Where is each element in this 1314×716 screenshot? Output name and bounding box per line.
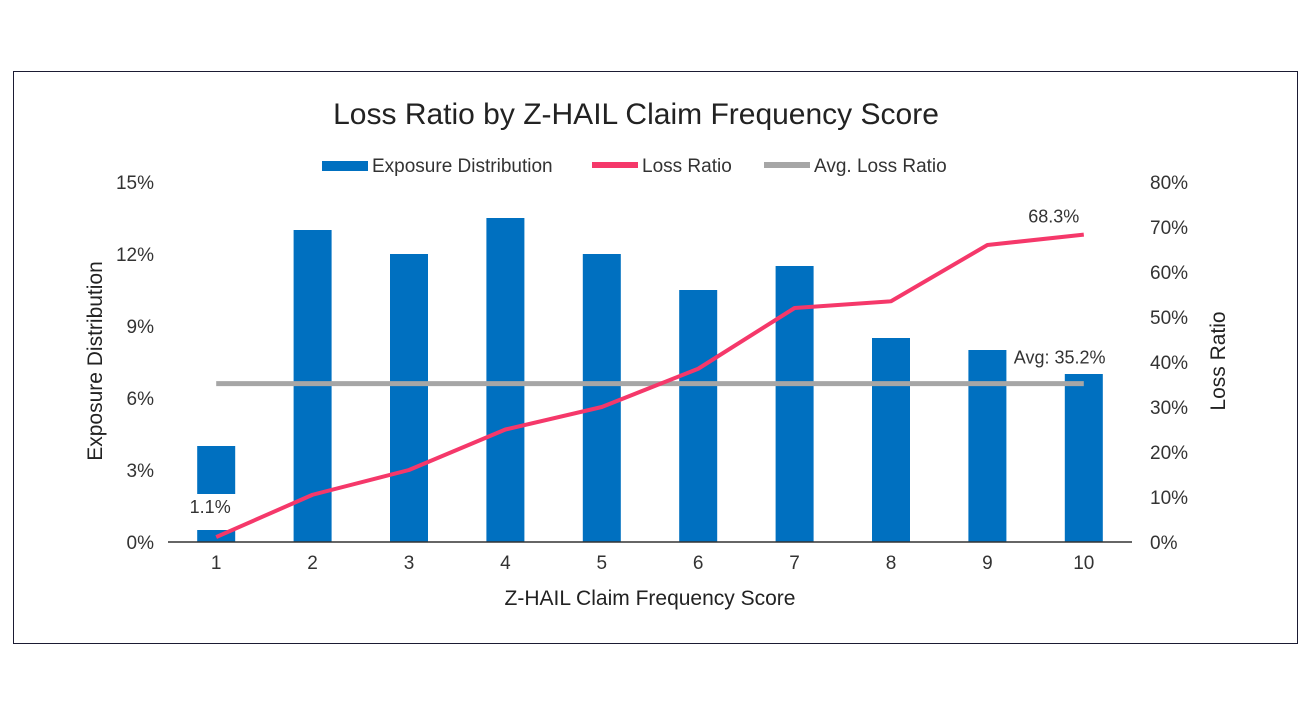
y2-tick-label: 0% bbox=[1150, 533, 1178, 554]
exposure-marker-box bbox=[197, 446, 236, 494]
legend-swatch-avg-loss-ratio bbox=[764, 162, 810, 168]
legend-label-exposure: Exposure Distribution bbox=[372, 156, 553, 177]
y-axis-label: Exposure Distribution bbox=[84, 261, 107, 461]
x-tick-label: 3 bbox=[404, 553, 415, 574]
bar bbox=[486, 218, 525, 542]
bar bbox=[775, 266, 814, 542]
legend-label-loss-ratio: Loss Ratio bbox=[642, 156, 732, 177]
y-tick-label: 9% bbox=[127, 317, 155, 338]
bar bbox=[390, 254, 428, 542]
legend-label-avg-loss-ratio: Avg. Loss Ratio bbox=[814, 156, 947, 177]
y2-tick-label: 50% bbox=[1150, 308, 1188, 329]
plot-area: 0% 3% 6% 9% 12% 15% 0% 10% 20% 30% 40% 50% 60% 70% 80%… bbox=[116, 173, 1188, 574]
loss-ratio-line bbox=[215, 232, 1085, 539]
x-tick-label: 9 bbox=[982, 553, 993, 574]
y-tick-label: 0% bbox=[127, 533, 155, 554]
x-tick-label: 2 bbox=[307, 553, 318, 574]
legend: Exposure Distribution Loss Ratio Avg. Lo… bbox=[322, 156, 947, 177]
bar bbox=[968, 350, 1007, 542]
avg-loss-ratio-label: Avg: 35.2% bbox=[1014, 348, 1106, 368]
x-axis-label: Z-HAIL Claim Frequency Score bbox=[505, 587, 796, 610]
y2-tick-label: 70% bbox=[1150, 218, 1188, 239]
y2-axis-label: Loss Ratio bbox=[1207, 311, 1230, 410]
chart-title: Loss Ratio by Z-HAIL Claim Frequency Sco… bbox=[333, 98, 939, 131]
y2-tick-label: 40% bbox=[1150, 353, 1188, 374]
y2-tick-label: 60% bbox=[1150, 263, 1188, 284]
legend-swatch-loss-ratio bbox=[592, 162, 638, 168]
x-tick-label: 10 bbox=[1073, 553, 1094, 574]
chart-frame bbox=[13, 71, 1298, 644]
x-tick-label: 5 bbox=[597, 553, 608, 574]
bar bbox=[872, 338, 910, 542]
bar bbox=[582, 254, 621, 542]
y-tick-label: 12% bbox=[116, 245, 154, 266]
legend-swatch-exposure bbox=[322, 161, 368, 171]
last-loss-ratio-label: 68.3% bbox=[1028, 207, 1079, 227]
bar bbox=[679, 290, 718, 542]
y-tick-label: 3% bbox=[127, 461, 155, 482]
y2-tick-label: 80% bbox=[1150, 173, 1188, 194]
x-tick-label: 4 bbox=[500, 553, 511, 574]
y2-tick-label: 10% bbox=[1150, 488, 1188, 509]
y2-tick-label: 20% bbox=[1150, 443, 1188, 464]
x-tick-label: 6 bbox=[693, 553, 704, 574]
y-tick-label: 15% bbox=[116, 173, 154, 194]
y2-tick-label: 30% bbox=[1150, 398, 1188, 419]
first-loss-ratio-label: 1.1% bbox=[190, 497, 231, 517]
x-tick-label: 1 bbox=[211, 553, 222, 574]
x-tick-label: 8 bbox=[886, 553, 897, 574]
y-tick-label: 6% bbox=[127, 389, 155, 410]
x-tick-label: 7 bbox=[789, 553, 800, 574]
bar bbox=[1064, 374, 1103, 542]
